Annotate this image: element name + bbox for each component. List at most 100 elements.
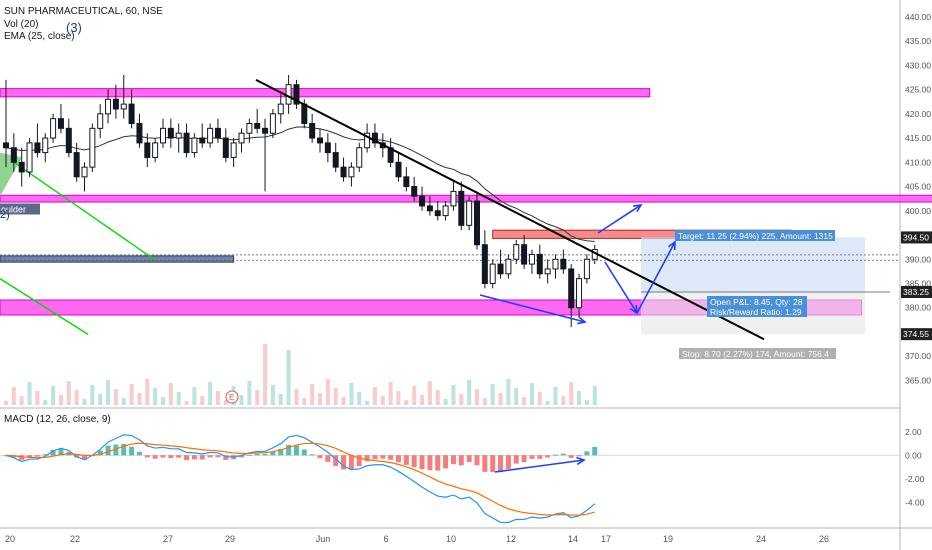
price-tick-label: 415.00 (905, 133, 931, 143)
candle-body (175, 132, 182, 139)
volume-bar (223, 400, 228, 405)
volume-bar (302, 398, 307, 405)
volume-bar (333, 388, 338, 405)
macd-histogram-bar (246, 454, 252, 456)
volume-bar (443, 399, 448, 405)
macd-histogram-bar (435, 455, 441, 471)
time-tick-label: 29 (225, 534, 235, 544)
divergence-arrow-macd (494, 459, 585, 473)
time-tick-label: 19 (663, 534, 673, 544)
volume-bar (459, 394, 464, 405)
candle-body (238, 132, 245, 144)
retest-arrow-up-head (668, 240, 676, 251)
volume-bar (357, 392, 362, 405)
volume-bar (27, 382, 32, 405)
candle-body (442, 205, 449, 217)
price-tag-bg (901, 231, 932, 244)
macd-histogram-bar (356, 455, 362, 467)
candle-body (246, 123, 253, 134)
macd-histogram-bar (482, 455, 488, 472)
volume-bar (106, 380, 111, 405)
volume-bar (4, 401, 8, 405)
time-tick-label: 10 (446, 534, 456, 544)
volume-bar (506, 379, 511, 405)
price-tick-label: 365.00 (905, 375, 931, 385)
divergence-arrow-price (479, 294, 586, 323)
candle-body (552, 258, 559, 270)
candle-body (144, 142, 151, 158)
candle-body (167, 127, 174, 139)
candle-body (583, 258, 590, 280)
price-tick-label: 380.00 (905, 303, 931, 313)
volume-bar (192, 387, 197, 405)
volume-bar (404, 400, 409, 405)
volume-bar (263, 344, 268, 405)
candle-body (356, 147, 363, 168)
volume-bar (396, 391, 401, 405)
volume-bar (153, 388, 158, 405)
candle-body (254, 123, 261, 129)
time-tick-label: 26 (819, 534, 829, 544)
candle-body (65, 127, 72, 154)
candle-body (105, 98, 112, 115)
candle-body (230, 142, 237, 158)
macd-histogram-bar (568, 455, 574, 458)
volume-bar (545, 401, 550, 405)
macd-histogram-bar (19, 455, 25, 460)
volume-bar (66, 381, 71, 405)
candle-body (513, 244, 520, 260)
candle-body (73, 152, 80, 178)
candle-body (152, 142, 159, 158)
candle-body (434, 210, 441, 217)
macd-histogram-bar (152, 455, 158, 459)
price-tag-bg (901, 285, 932, 298)
macd-histogram-bar (505, 455, 511, 469)
macd-histogram-bar (513, 455, 519, 464)
candle-body (395, 161, 402, 178)
macd-histogram-bar (286, 444, 292, 456)
macd-histogram-bar (239, 455, 244, 458)
divergence-arrow-macd-head (576, 456, 586, 466)
macd-histogram-bar (466, 455, 472, 462)
price-tick-label: 385.00 (905, 278, 931, 288)
macd-histogram-bar (396, 455, 401, 463)
time-tick-label: 17 (601, 534, 611, 544)
macd-histogram-bar (160, 455, 166, 458)
candle-body (199, 137, 206, 144)
volume-bar (98, 394, 103, 405)
candle-body (371, 132, 378, 144)
macd-histogram-bar (411, 455, 417, 468)
price-tick-label: 430.00 (905, 60, 931, 70)
candle-body (277, 103, 284, 115)
macd-histogram-bar (537, 455, 543, 459)
candle-body (285, 84, 292, 105)
macd-histogram-bar (254, 453, 260, 456)
macd-histogram-bar (450, 455, 456, 465)
macd-histogram-bar (191, 455, 197, 460)
divergence-arrow-price-head (576, 316, 587, 325)
macd-histogram-bar (184, 455, 190, 461)
candle-body (458, 190, 465, 226)
macd-histogram-bar (584, 451, 590, 456)
time-tick-label: 27 (163, 534, 173, 544)
macd-histogram-bar (82, 455, 87, 460)
candle-body (42, 137, 49, 154)
volume-bar (176, 392, 181, 405)
time-tick-label: 24 (756, 534, 766, 544)
candle-body (481, 244, 488, 284)
shoulder-label-bg (0, 203, 40, 215)
macd-histogram-bar (553, 454, 558, 456)
volume-bar (145, 379, 150, 405)
macd-histogram-bar (168, 455, 174, 459)
volume-bar (318, 393, 322, 405)
macd-tick-label: 2.00 (905, 427, 922, 437)
volume-bar (208, 382, 213, 405)
macd-histogram-bar (309, 454, 315, 456)
target-area (641, 237, 865, 292)
volume-bar (349, 383, 354, 405)
volume-bar (341, 397, 346, 405)
symbol-legend: SUN PHARMACEUTICAL, 60, NSE (4, 6, 163, 17)
volume-bar (372, 387, 377, 405)
macd-histogram-bar (301, 449, 307, 456)
